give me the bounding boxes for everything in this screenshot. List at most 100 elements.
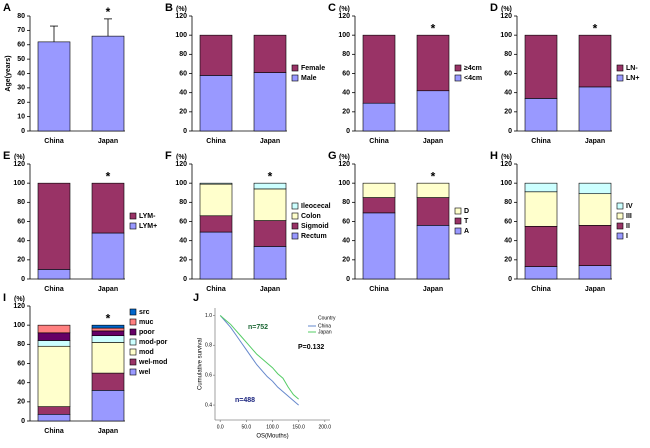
bar-segment	[578, 86, 612, 132]
legend-swatch	[454, 217, 462, 225]
bar-segment	[578, 193, 612, 226]
y-tick-label: 40	[17, 380, 25, 387]
legend-label: D	[464, 208, 469, 215]
y-tick-label: 0	[183, 276, 187, 283]
y-axis-label: Cumulative survival	[198, 338, 204, 390]
x-tick-label: 200.0	[319, 424, 332, 430]
bar-segment	[362, 182, 396, 198]
legend-title: Country	[318, 315, 336, 321]
x-tick-label: China	[44, 428, 64, 435]
bar-segment	[253, 182, 287, 190]
legend-label: A	[464, 228, 469, 235]
panel-label: H	[490, 150, 498, 162]
bar-segment	[91, 342, 125, 374]
bar-segment	[416, 34, 450, 92]
legend-swatch	[129, 368, 137, 376]
annotation: n=488	[235, 397, 255, 404]
y-tick-label: 60	[17, 360, 25, 367]
legend-label: <4cm	[464, 75, 482, 82]
y-tick-label: 120	[500, 13, 512, 20]
y-tick-label: 0	[508, 128, 512, 135]
y-tick-label: 60	[504, 218, 512, 225]
significance-mark: *	[593, 21, 598, 35]
bar-segment	[253, 188, 287, 221]
bar-segment	[253, 220, 287, 247]
bar-segment	[362, 212, 396, 280]
bar-segment	[416, 182, 450, 198]
panel-label: A	[3, 2, 11, 14]
y-tick-label: 40	[504, 90, 512, 97]
y-tick-label: 60	[504, 70, 512, 77]
bar	[37, 41, 71, 132]
y-tick-label: 60	[17, 218, 25, 225]
y-tick-label: 80	[342, 199, 350, 206]
legend-swatch	[291, 74, 299, 82]
y-tick-label: 120	[175, 161, 187, 168]
bar-segment	[253, 72, 287, 132]
y-tick-label: 60	[342, 218, 350, 225]
y-tick-label: 20	[342, 257, 350, 264]
survival-curve	[219, 315, 299, 406]
bar-segment	[416, 225, 450, 280]
y-tick-label: 0	[21, 418, 25, 425]
significance-mark: *	[431, 169, 436, 183]
x-tick-label: Japan	[260, 286, 280, 293]
significance-mark: *	[106, 5, 111, 19]
bar-segment	[578, 34, 612, 88]
x-tick-label: Japan	[260, 138, 280, 145]
y-tick-label: 120	[338, 13, 350, 20]
y-axis-label: Age(years)	[5, 55, 12, 91]
legend-label: wel-mod	[138, 359, 167, 366]
bar-segment	[362, 102, 396, 132]
x-tick-label: Japan	[423, 138, 443, 145]
axis-unit: (%)	[339, 154, 350, 161]
y-tick-label: 120	[338, 161, 350, 168]
y-tick-label: 0	[346, 276, 350, 283]
panel-label: F	[165, 150, 172, 162]
y-tick-label: 20	[179, 109, 187, 116]
legend-swatch	[291, 202, 299, 210]
axis-unit: (%)	[176, 6, 187, 13]
y-tick-label: 30	[17, 85, 25, 92]
y-tick-label: 0.4	[205, 402, 212, 408]
bar-segment	[416, 90, 450, 132]
legend-label: II	[626, 223, 630, 230]
legend-label: China	[318, 323, 331, 329]
y-tick-label: 40	[179, 90, 187, 97]
bar-segment	[524, 225, 558, 267]
x-tick-label: China	[531, 138, 551, 145]
legend-label: Sigmoid	[301, 223, 329, 230]
legend-swatch	[616, 202, 624, 210]
axis-unit: (%)	[14, 296, 25, 303]
bar-segment	[91, 372, 125, 391]
x-tick-label: 50.0	[241, 424, 251, 430]
y-tick-label: 120	[500, 161, 512, 168]
annotation: n=752	[248, 324, 268, 331]
panel-label: C	[328, 2, 336, 14]
legend-swatch	[129, 308, 137, 316]
significance-mark: *	[431, 21, 436, 35]
survival-curve	[219, 315, 299, 400]
y-tick-label: 80	[342, 51, 350, 58]
legend-label: I	[626, 233, 628, 240]
bar-segment	[91, 182, 125, 234]
legend-swatch	[291, 222, 299, 230]
panel-label: J	[193, 292, 199, 304]
axis-unit: (%)	[501, 154, 512, 161]
y-tick-label: 1.0	[205, 313, 212, 319]
x-tick-label: 0.0	[217, 424, 224, 430]
x-axis-label: OS(Mouths)	[256, 434, 288, 440]
bar-segment	[91, 335, 125, 343]
significance-mark: *	[106, 169, 111, 183]
x-tick-label: Japan	[423, 286, 443, 293]
x-tick-label: China	[206, 138, 226, 145]
x-tick-label: Japan	[98, 138, 118, 145]
annotation: P=0.132	[298, 344, 324, 351]
y-tick-label: 20	[17, 399, 25, 406]
bar-segment	[199, 231, 233, 280]
bar-segment	[253, 246, 287, 280]
axis-unit: (%)	[14, 154, 25, 161]
y-tick-label: 60	[179, 70, 187, 77]
legend-label: Female	[301, 65, 325, 72]
y-tick-label: 100	[500, 32, 512, 39]
